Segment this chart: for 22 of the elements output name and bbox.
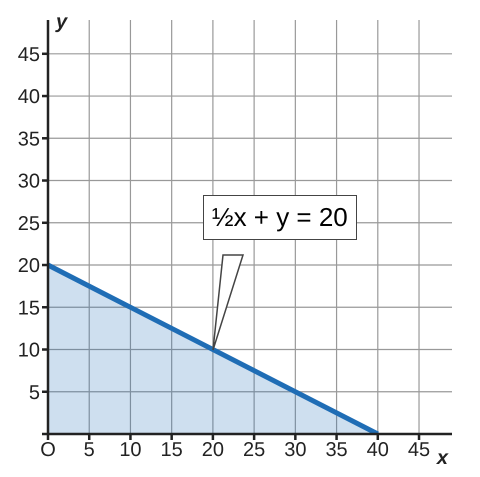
- y-tick-label: 35: [18, 128, 40, 150]
- x-tick-label: 35: [325, 439, 348, 462]
- y-tick-label: 45: [18, 44, 40, 66]
- annotation: ½x + y = 20: [202, 194, 357, 240]
- y-tick-label: 30: [18, 170, 40, 193]
- x-tick-label: 10: [119, 439, 142, 462]
- x-tick-label: 30: [284, 439, 306, 462]
- y-tick-label: 25: [18, 212, 40, 235]
- x-tick-label: 40: [366, 439, 389, 462]
- y-tick-label: 20: [18, 255, 40, 278]
- y-tick-label: 5: [28, 382, 40, 404]
- y-axis-title: y: [55, 11, 68, 34]
- y-tick-label: 10: [18, 340, 40, 362]
- x-tick-label: O: [40, 439, 56, 462]
- x-axis-title: x: [436, 447, 449, 469]
- x-tick-label: 20: [202, 439, 224, 462]
- x-tick-label: 15: [160, 439, 183, 462]
- y-tick-label: 15: [18, 297, 40, 320]
- x-tick-label: 25: [242, 439, 266, 462]
- y-tick-label: 40: [18, 86, 40, 108]
- x-tick-label: 45: [408, 439, 430, 462]
- x-tick-label: 5: [84, 439, 95, 462]
